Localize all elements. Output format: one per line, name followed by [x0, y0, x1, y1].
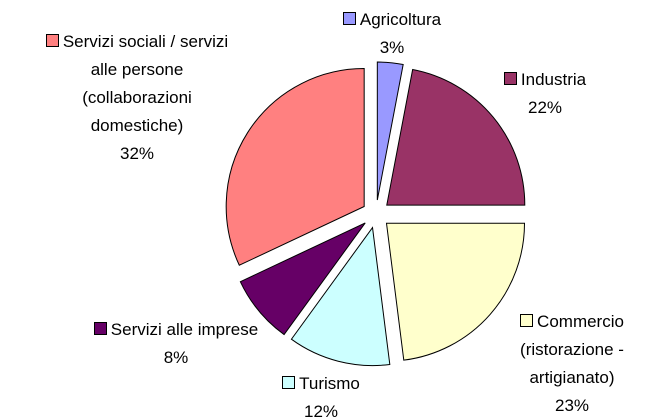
- label-category-line: Turismo: [256, 370, 386, 398]
- legend-swatch: [45, 34, 59, 47]
- pie-slice: [239, 222, 366, 336]
- pie-slice: [385, 222, 526, 361]
- label-category-line: Servizi sociali / servizi alle persone (…: [6, 28, 268, 140]
- value-label: 3%: [379, 38, 405, 57]
- value-label: 32%: [119, 144, 155, 163]
- label-category-line: Servizi alle imprese: [56, 316, 296, 344]
- value-label: 22%: [527, 98, 563, 117]
- category-label: Servizi alle imprese: [110, 320, 259, 339]
- slice-label: Commercio (ristorazione - artigianato) 23…: [492, 308, 649, 419]
- slice-label: Industria 22%: [490, 66, 600, 122]
- slice-label: Servizi sociali / servizi alle persone (…: [6, 28, 268, 168]
- value-label: 12%: [303, 402, 339, 419]
- label-category-line: Commercio (ristorazione - artigianato): [492, 308, 649, 392]
- legend-swatch: [342, 12, 356, 25]
- category-label: Servizi sociali / servizi alle persone (…: [62, 32, 229, 135]
- slice-label: Turismo 12%: [256, 370, 386, 419]
- pie-slice: [290, 226, 391, 367]
- value-label: 23%: [554, 396, 590, 415]
- pie-slice: [386, 68, 526, 206]
- category-label: Turismo: [299, 374, 360, 393]
- legend-swatch: [93, 322, 107, 335]
- category-label: Agricoltura: [359, 10, 442, 29]
- pie-slice: [376, 61, 404, 201]
- category-label: Commercio (ristorazione - artigianato): [520, 312, 624, 387]
- slice-label: Agricoltura 3%: [336, 6, 448, 62]
- label-category-line: Agricoltura: [336, 6, 448, 34]
- pie-slice: [225, 67, 365, 266]
- slice-label: Servizi alle imprese 8%: [56, 316, 296, 372]
- label-category-line: Industria: [490, 66, 600, 94]
- legend-swatch: [282, 376, 296, 389]
- legend-swatch: [503, 72, 517, 85]
- category-label: Industria: [520, 70, 587, 89]
- value-label: 8%: [163, 348, 189, 367]
- legend-swatch: [520, 314, 534, 327]
